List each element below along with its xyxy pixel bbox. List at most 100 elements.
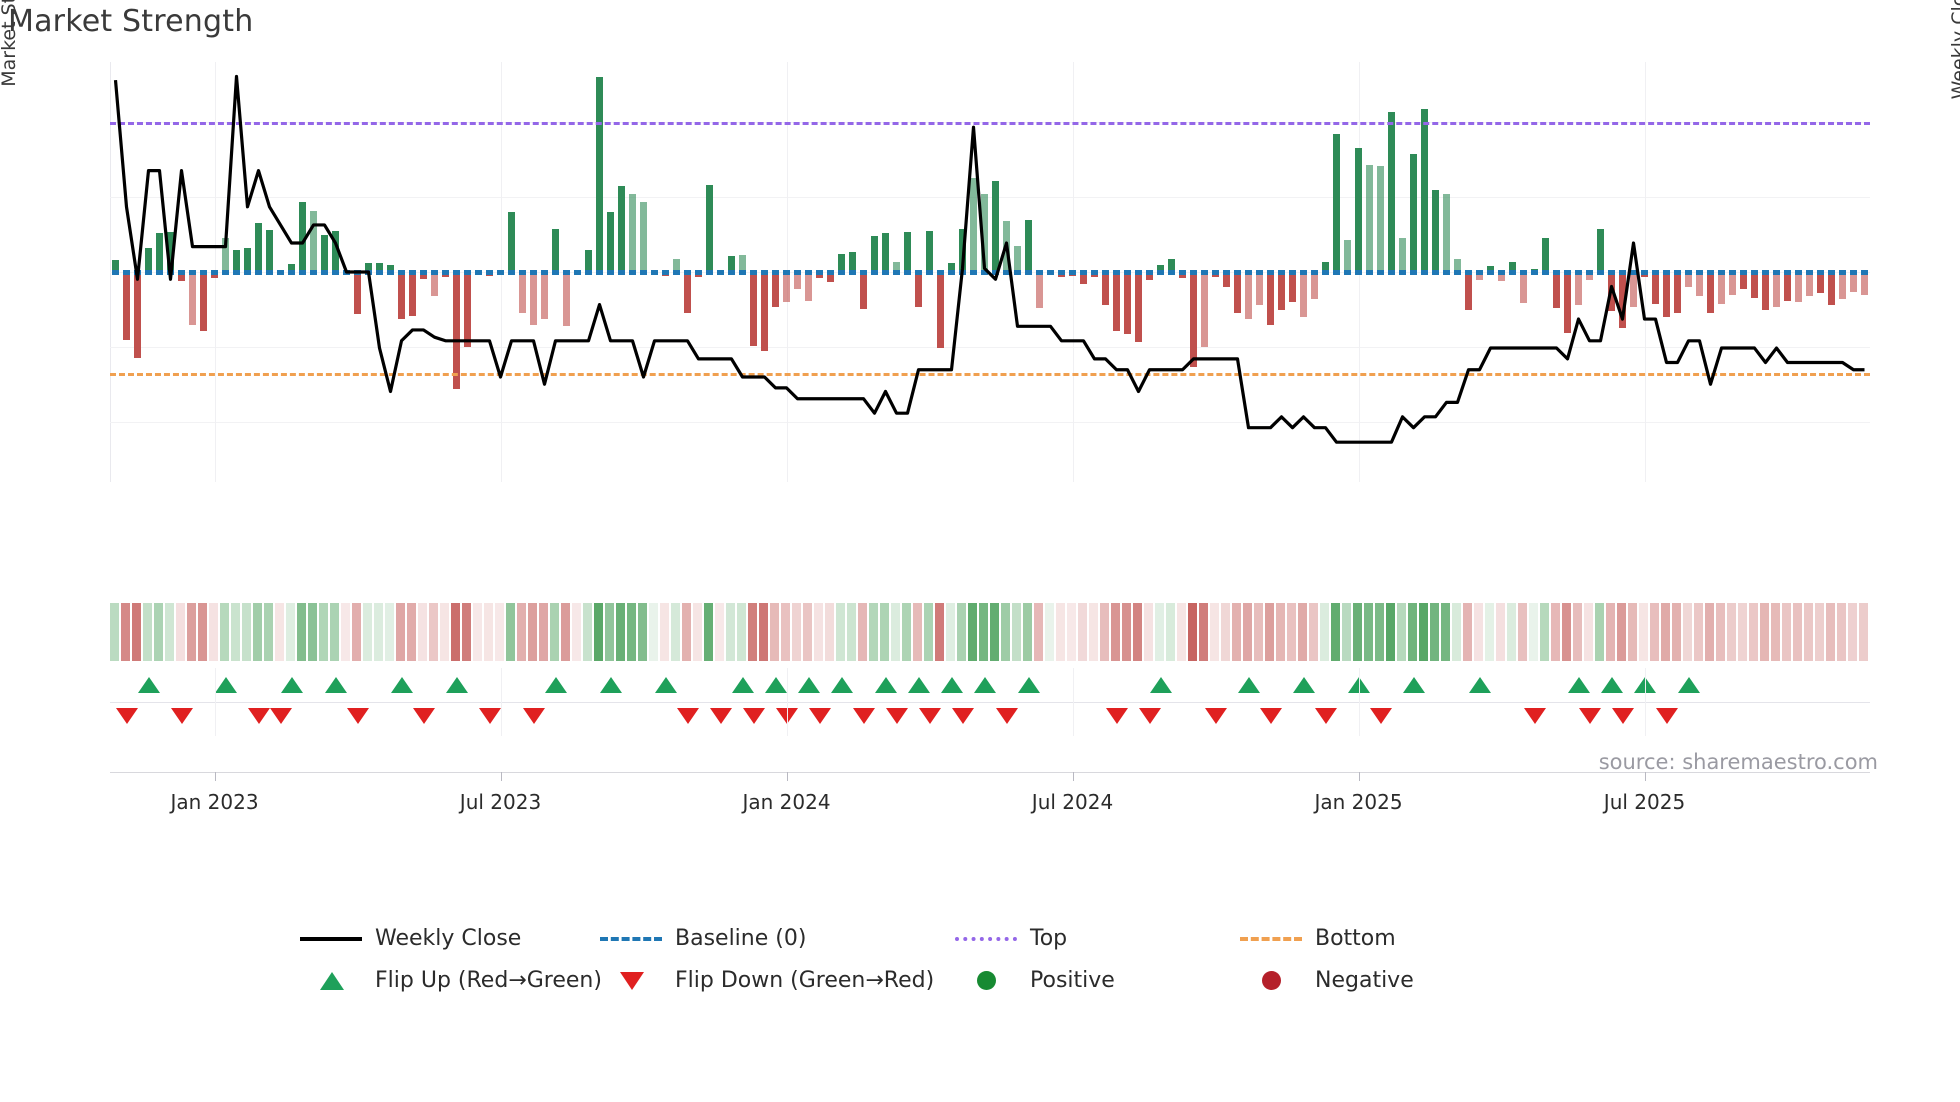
- baseline-segment: [1025, 270, 1032, 275]
- heatmap-cell-negative: [660, 603, 670, 661]
- x-tick-label: Jul 2023: [459, 790, 542, 814]
- heatmap-cell-negative: [1298, 603, 1308, 661]
- bar-positive: [981, 194, 988, 272]
- flip-down-marker: [951, 708, 974, 724]
- bar-negative: [1674, 272, 1681, 313]
- baseline-segment: [684, 270, 691, 275]
- baseline-segment: [1850, 270, 1857, 275]
- baseline-segment: [739, 270, 746, 275]
- bar-negative: [1784, 272, 1791, 301]
- heatmap-cell-positive: [1155, 603, 1165, 661]
- heatmap-cell-positive: [737, 603, 747, 661]
- flip-down-marker: [1578, 708, 1601, 724]
- heatmap-cell-negative: [473, 603, 483, 661]
- heatmap-cell-negative: [814, 603, 824, 661]
- triangle-up-icon: [300, 970, 362, 990]
- legend-item[interactable]: Flip Down (Green→Red): [600, 960, 934, 1000]
- bar-positive: [376, 263, 383, 272]
- baseline-segment: [1740, 270, 1747, 275]
- heatmap-cell-negative: [1199, 603, 1209, 661]
- heatmap-cell-negative: [1089, 603, 1099, 661]
- bar-negative: [1795, 272, 1802, 302]
- baseline-segment: [794, 270, 801, 275]
- heatmap-cell-positive: [1166, 603, 1176, 661]
- bar-negative: [1553, 272, 1560, 308]
- baseline-segment: [1487, 270, 1494, 275]
- heatmap-cell-negative: [858, 603, 868, 661]
- bar-positive: [728, 255, 735, 272]
- weekly-close-line: [113, 74, 1865, 444]
- legend-item[interactable]: Top: [955, 918, 1067, 958]
- bar-positive: [167, 232, 174, 272]
- bar-negative: [398, 272, 405, 320]
- bar-negative: [1817, 272, 1824, 293]
- baseline-segment: [1344, 270, 1351, 275]
- baseline-segment: [596, 270, 603, 275]
- bar-positive: [706, 185, 713, 272]
- flip-down-marker: [115, 708, 138, 724]
- bar-positive: [1542, 237, 1549, 272]
- x-tick-label: Jan 2025: [1314, 790, 1403, 814]
- baseline-segment: [277, 270, 284, 275]
- legend-item[interactable]: Baseline (0): [600, 918, 806, 958]
- heatmap-cell-negative: [1111, 603, 1121, 661]
- heatmap-cell-positive: [1320, 603, 1330, 661]
- heatmap-cell-positive: [836, 603, 846, 661]
- bar-negative: [937, 272, 944, 348]
- legend-item[interactable]: Flip Up (Red→Green): [300, 960, 602, 1000]
- legend-item[interactable]: Weekly Close: [300, 918, 521, 958]
- bar-negative: [1498, 272, 1505, 281]
- bar-positive: [145, 248, 152, 272]
- heatmap-cell-positive: [154, 603, 164, 661]
- flip-up-marker: [445, 677, 468, 693]
- heatmap-cell-positive: [1045, 603, 1055, 661]
- gridline-x: [500, 668, 502, 736]
- flip-up-marker: [1567, 677, 1590, 693]
- bar-negative: [827, 272, 834, 282]
- bar-positive: [1366, 164, 1373, 272]
- baseline-segment: [651, 270, 658, 275]
- legend-item[interactable]: Negative: [1240, 960, 1414, 1000]
- bar-negative: [816, 272, 823, 278]
- bar-negative: [1718, 272, 1725, 304]
- baseline-segment: [937, 270, 944, 275]
- bar-positive: [1333, 134, 1340, 272]
- lower-divider: [110, 772, 1870, 773]
- bar-positive: [1432, 189, 1439, 272]
- bar-negative: [1773, 272, 1780, 307]
- bar-negative: [1102, 272, 1109, 305]
- legend-item[interactable]: Positive: [955, 960, 1115, 1000]
- heatmap-cell-negative: [1265, 603, 1275, 661]
- baseline-segment: [827, 270, 834, 275]
- baseline-segment: [1223, 270, 1230, 275]
- legend-item[interactable]: Bottom: [1240, 918, 1396, 958]
- bar-positive: [1168, 258, 1175, 272]
- heatmap-cell-positive: [869, 603, 879, 661]
- bar-positive: [1443, 194, 1450, 272]
- flip-up-marker: [1677, 677, 1700, 693]
- heatmap-cell-negative: [187, 603, 197, 661]
- flip-up-marker: [280, 677, 303, 693]
- circle-marker-icon: [1240, 970, 1302, 990]
- legend-row: Flip Up (Red→Green) Flip Down (Green→Red)…: [110, 960, 1870, 1000]
- bar-positive: [321, 234, 328, 272]
- heatmap-cell-positive: [638, 603, 648, 661]
- baseline-segment: [1113, 270, 1120, 275]
- heatmap-cell-negative: [1606, 603, 1616, 661]
- gridline-x: [1644, 668, 1646, 736]
- baseline-segment: [706, 270, 713, 275]
- heatmap-cell-negative: [418, 603, 428, 661]
- baseline-segment: [563, 270, 570, 275]
- bar-positive: [607, 212, 614, 272]
- baseline-segment: [475, 270, 482, 275]
- heatmap-cell-negative: [1738, 603, 1748, 661]
- heatmap-cell-positive: [506, 603, 516, 661]
- baseline-segment: [178, 270, 185, 275]
- flip-up-marker: [1237, 677, 1260, 693]
- heatmap-cell-positive: [1001, 603, 1011, 661]
- baseline-segment: [1432, 270, 1439, 275]
- baseline-segment: [1399, 270, 1406, 275]
- flip-down-marker: [1204, 708, 1227, 724]
- baseline-segment: [1091, 270, 1098, 275]
- baseline-segment: [1795, 270, 1802, 275]
